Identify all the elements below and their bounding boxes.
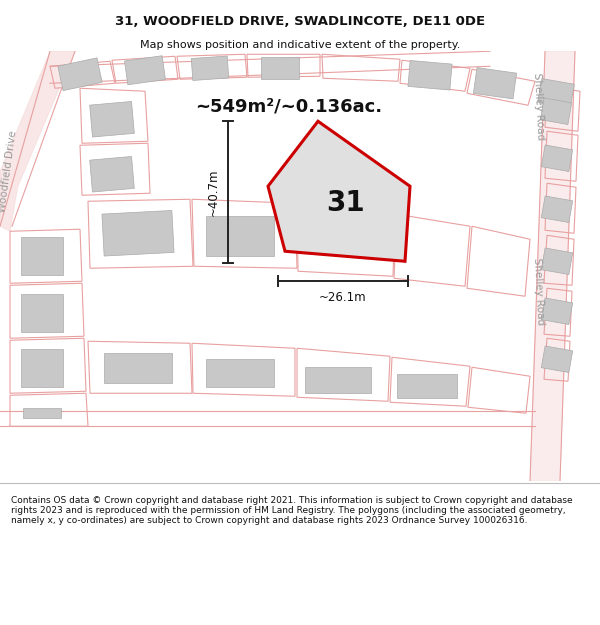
Polygon shape (408, 61, 452, 90)
Text: 31, WOODFIELD DRIVE, SWADLINCOTE, DE11 0DE: 31, WOODFIELD DRIVE, SWADLINCOTE, DE11 0… (115, 16, 485, 28)
Polygon shape (89, 101, 134, 137)
Polygon shape (0, 51, 75, 231)
Polygon shape (268, 121, 410, 261)
Polygon shape (541, 248, 572, 274)
Polygon shape (397, 374, 457, 398)
Polygon shape (21, 349, 63, 388)
Polygon shape (473, 68, 517, 99)
Text: 31: 31 (326, 189, 364, 218)
Polygon shape (206, 216, 274, 256)
Text: Shelley Road: Shelley Road (532, 72, 546, 140)
Text: Contains OS data © Crown copyright and database right 2021. This information is : Contains OS data © Crown copyright and d… (11, 496, 572, 526)
Text: ~26.1m: ~26.1m (319, 291, 367, 304)
Text: Woodfield Drive: Woodfield Drive (0, 129, 19, 213)
Text: ~549m²/~0.136ac.: ~549m²/~0.136ac. (195, 98, 382, 115)
Polygon shape (125, 56, 166, 85)
Polygon shape (541, 298, 572, 324)
Polygon shape (305, 368, 371, 393)
Polygon shape (530, 51, 575, 481)
Polygon shape (102, 211, 174, 256)
Polygon shape (21, 294, 63, 333)
Polygon shape (191, 56, 229, 81)
Text: Shelley Road: Shelley Road (532, 258, 546, 325)
Polygon shape (538, 79, 574, 108)
Polygon shape (541, 196, 572, 222)
Polygon shape (541, 346, 572, 372)
Polygon shape (89, 156, 134, 192)
Text: Map shows position and indicative extent of the property.: Map shows position and indicative extent… (140, 40, 460, 50)
Polygon shape (104, 353, 172, 383)
Polygon shape (541, 145, 572, 171)
Polygon shape (261, 58, 299, 79)
Polygon shape (541, 98, 572, 124)
Polygon shape (21, 238, 63, 275)
Polygon shape (206, 359, 274, 388)
Polygon shape (23, 408, 61, 418)
Text: ~40.7m: ~40.7m (207, 169, 220, 216)
Polygon shape (58, 58, 102, 91)
